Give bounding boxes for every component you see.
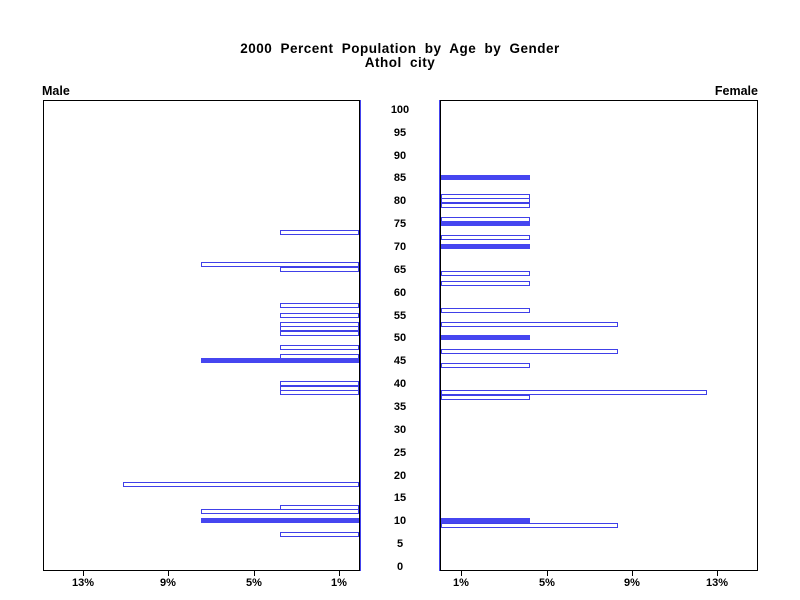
bar-female-age-80 xyxy=(441,198,530,203)
bar-female-age-75 xyxy=(441,221,530,226)
male-pct-tick-13 xyxy=(82,571,84,576)
female-zero-axis-line xyxy=(438,100,440,571)
bar-male-age-51 xyxy=(280,331,359,336)
female-pct-tick-13 xyxy=(716,571,718,576)
age-tick-label-0: 0 xyxy=(396,561,404,573)
chart-subtitle: Athol city xyxy=(364,55,436,70)
bar-male-age-12 xyxy=(201,509,359,514)
bar-male-age-7 xyxy=(280,532,359,537)
male-zero-axis-line xyxy=(359,100,361,571)
female-pct-tick-1 xyxy=(460,571,462,576)
male-series-label: Male xyxy=(42,84,70,98)
female-pyramid-panel xyxy=(440,100,758,571)
bar-male-age-48 xyxy=(280,345,359,350)
bar-female-age-85 xyxy=(441,175,530,180)
age-tick-label-100: 100 xyxy=(390,104,410,116)
male-pct-tick-9 xyxy=(167,571,169,576)
bar-female-age-37 xyxy=(441,395,530,400)
female-pct-tick-label-5: 5% xyxy=(539,577,555,589)
female-pct-tick-5 xyxy=(546,571,548,576)
age-tick-label-40: 40 xyxy=(393,378,407,390)
bar-female-age-9 xyxy=(441,523,618,528)
bar-female-age-70 xyxy=(441,244,530,249)
age-tick-label-10: 10 xyxy=(393,515,407,527)
age-tick-label-15: 15 xyxy=(393,492,407,504)
bar-male-age-65 xyxy=(280,267,359,272)
bar-male-age-38 xyxy=(280,390,359,395)
age-tick-label-25: 25 xyxy=(393,447,407,459)
male-pct-tick-label-13: 13% xyxy=(71,577,95,589)
bar-male-age-55 xyxy=(280,313,359,318)
age-tick-label-75: 75 xyxy=(393,218,407,230)
bar-female-age-62 xyxy=(441,281,530,286)
age-tick-label-70: 70 xyxy=(393,241,407,253)
age-tick-label-30: 30 xyxy=(393,424,407,436)
female-pct-tick-label-9: 9% xyxy=(624,577,640,589)
bar-male-age-66 xyxy=(201,262,359,267)
male-pct-tick-label-5: 5% xyxy=(246,577,262,589)
age-tick-label-80: 80 xyxy=(393,195,407,207)
female-pct-tick-label-13: 13% xyxy=(705,577,729,589)
bar-male-age-18 xyxy=(123,482,359,487)
bar-male-age-10 xyxy=(201,518,359,523)
age-tick-label-60: 60 xyxy=(393,287,407,299)
male-pct-tick-label-1: 1% xyxy=(331,577,347,589)
bar-female-age-64 xyxy=(441,271,530,276)
bar-female-age-56 xyxy=(441,308,530,313)
bar-male-age-52 xyxy=(280,326,359,331)
age-tick-label-35: 35 xyxy=(393,401,407,413)
male-pyramid-panel xyxy=(43,100,360,571)
bar-female-age-53 xyxy=(441,322,618,327)
age-tick-label-5: 5 xyxy=(396,538,404,550)
bar-female-age-50 xyxy=(441,335,530,340)
bar-female-age-72 xyxy=(441,235,530,240)
bar-male-age-40 xyxy=(280,381,359,386)
bar-female-age-44 xyxy=(441,363,530,368)
bar-female-age-47 xyxy=(441,349,618,354)
age-tick-label-45: 45 xyxy=(393,355,407,367)
female-series-label: Female xyxy=(714,84,758,98)
male-pct-tick-label-9: 9% xyxy=(160,577,176,589)
bar-male-age-73 xyxy=(280,230,359,235)
age-tick-label-50: 50 xyxy=(393,332,407,344)
age-tick-label-20: 20 xyxy=(393,470,407,482)
age-tick-label-95: 95 xyxy=(393,127,407,139)
bar-male-age-45 xyxy=(201,358,359,363)
bar-female-age-79 xyxy=(441,203,530,208)
chart-title: 2000 Percent Population by Age by Gender xyxy=(240,41,560,56)
female-pct-tick-label-1: 1% xyxy=(453,577,469,589)
bar-female-age-10 xyxy=(441,518,530,523)
age-tick-label-90: 90 xyxy=(393,150,407,162)
age-tick-label-85: 85 xyxy=(393,172,407,184)
male-pct-tick-1 xyxy=(338,571,340,576)
female-pct-tick-9 xyxy=(631,571,633,576)
male-pct-tick-5 xyxy=(253,571,255,576)
age-tick-label-65: 65 xyxy=(393,264,407,276)
age-tick-label-55: 55 xyxy=(393,310,407,322)
bar-female-age-38 xyxy=(441,390,707,395)
bar-male-age-57 xyxy=(280,303,359,308)
